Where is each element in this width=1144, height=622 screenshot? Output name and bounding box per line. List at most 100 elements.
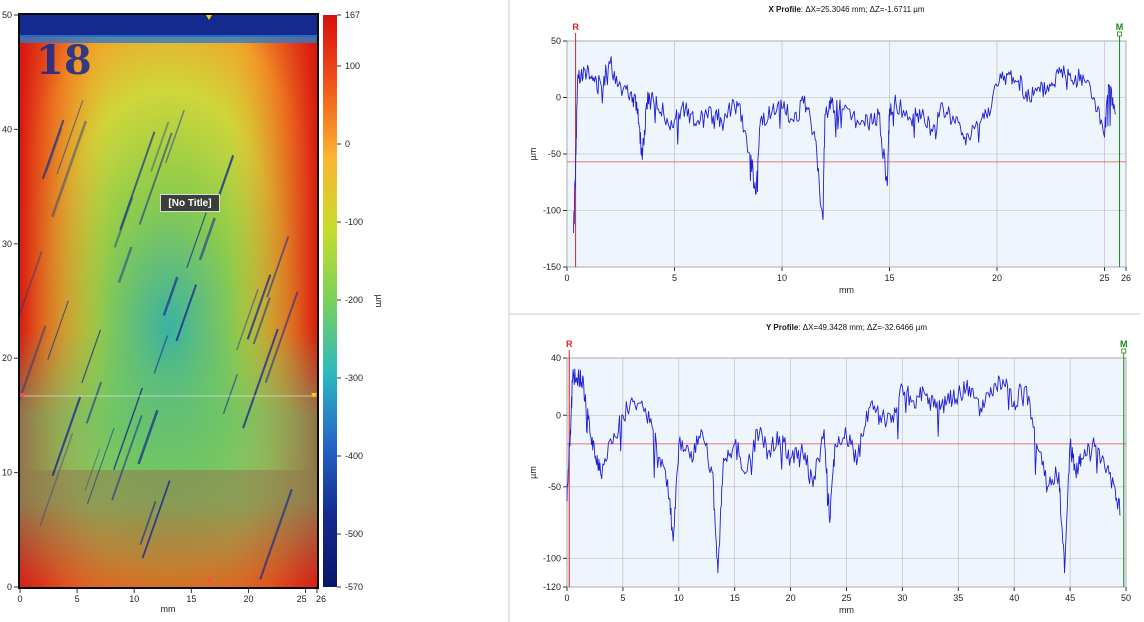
surface-map-x-tick-label: 26 [316,594,326,604]
x-tick-label: 10 [777,273,787,283]
colorbar-tick-label: -300 [345,373,363,383]
x-tick-label: 0 [564,593,569,603]
surface-map-y-tick-label: 0 [7,582,12,592]
y-profile-chart: 0 5 10 15 20 25 30 35 40 45 50 40 0 -50 -100 -120 R M Y Pr… [528,323,1131,615]
colorbar-ticks: 167 100 0 -100 -200 -300 -400 -500 -570 [337,10,363,592]
x-tick-label: 10 [674,593,684,603]
x-tick-label: 25 [1099,273,1109,283]
scratch-mark [264,291,299,384]
x-tick-label: 5 [672,273,677,283]
marker-M-handle[interactable] [1121,348,1127,354]
y-tick-label: -50 [548,482,561,492]
colorbar-tick-label: -570 [345,582,363,592]
scratch-mark [85,381,103,424]
scratch-mark [84,448,101,491]
colorbar-tick-label: 100 [345,61,360,71]
section-marker-top-icon [206,15,212,20]
surface-map-x-tick-label: 25 [297,594,307,604]
scratch-mark [266,236,290,298]
overlay-title-label: [No Title] [160,194,220,212]
scratch-mark [20,325,47,402]
surface-scratches [20,100,299,580]
x-tick-label: 45 [1065,593,1075,603]
surface-map-y-tick-label: 20 [2,353,12,363]
y-tick-label: -150 [543,262,561,272]
scratch-mark [86,427,115,505]
x-tick-label: 40 [1009,593,1019,603]
x-tick-label: 0 [564,273,569,283]
surface-map-x-tick-label: 10 [129,594,139,604]
surface-map-y-tick-label: 50 [2,10,12,20]
marker-M-label: M [1116,22,1124,32]
colorbar-tick-label: -100 [345,217,363,227]
surface-map-y-tick-label: 10 [2,468,12,478]
scratch-mark [41,119,65,180]
marker-R-label: R [566,339,573,349]
section-marker-left-icon [20,393,26,398]
scratch-mark [117,246,133,284]
x-tick-label: 20 [786,593,796,603]
surface-map-x-tick-label: 20 [243,594,253,604]
x-axis-label: mm [839,605,854,615]
colorbar-tick-label: 0 [345,139,350,149]
scratch-mark [137,409,159,465]
x-tick-label: 15 [884,273,894,283]
colorbar-tick-label: -500 [345,529,363,539]
scratch-mark [198,217,216,261]
scratch-mark [222,373,238,414]
chart-title-detail: : ΔX=25.3046 mm; ΔZ=-1.6711 µm [801,5,925,14]
scratch-mark [56,100,84,175]
surface-map-x-tick-label: 0 [17,594,22,604]
x-tick-label: 15 [730,593,740,603]
scratch-mark [138,132,173,225]
surface-map-y-tick-label: 30 [2,239,12,249]
colorbar-tick-label: 167 [345,10,360,20]
surface-map-top-band [20,15,317,37]
chart-title: X Profile: ΔX=25.3046 mm; ΔZ=-1.6711 µm [768,5,924,14]
x-tick-label: 50 [1121,593,1131,603]
x-tick-label: 30 [897,593,907,603]
y-axis-label: µm [528,466,538,479]
marker-M-handle[interactable] [1117,31,1122,37]
marker-R-label: R [572,22,579,32]
scratch-mark [259,488,293,580]
y-tick-label: -120 [543,582,561,592]
surface-map-x-label: mm [161,604,176,614]
scratch-mark [252,297,271,345]
scratch-mark [162,276,179,316]
chart-title-bold: Y Profile [766,323,799,332]
x-tick-label: 35 [953,593,963,603]
scratch-mark [150,121,170,172]
surface-map-y-tick-label: 40 [2,124,12,134]
x-axis-label: mm [839,285,854,295]
y-tick-label: 0 [556,93,561,103]
scratch-mark [119,131,156,231]
scratch-mark [45,128,63,173]
y-tick-label: -100 [543,206,561,216]
chart-title-detail: : ΔX=49.3428 mm; ΔZ=-32.6466 µm [798,323,927,332]
scratch-mark [242,328,279,429]
surface-map-x-tick-label: 5 [75,594,80,604]
y-axis-label: µm [528,148,538,161]
colorbar-tick-label: -400 [345,451,363,461]
scratch-mark [111,414,143,501]
colorbar [323,15,337,587]
marker-M-label: M [1120,339,1128,349]
scratch-mark [20,250,43,317]
surface-map-inscription: 18 [36,37,92,84]
scratch-mark [153,335,169,374]
y-tick-label: -100 [543,553,561,563]
scratch-mark [186,212,207,268]
colorbar-unit-label: µm [374,295,384,308]
y-tick-label: -50 [548,149,561,159]
chart-title: Y Profile: ΔX=49.3428 mm; ΔZ=-32.6466 µm [766,323,927,332]
x-tick-label: 25 [841,593,851,603]
scratch-mark [51,120,88,218]
x-profile-chart: 0 5 10 15 20 25 26 50 0 -50 -100 -150 R M X Profile: Δ… [528,5,1131,295]
surface-map-top-band-2 [20,35,317,43]
scratch-mark [175,284,197,342]
scratch-mark [47,300,69,360]
y-tick-label: 50 [551,36,561,46]
y-tick-label: 0 [556,410,561,420]
